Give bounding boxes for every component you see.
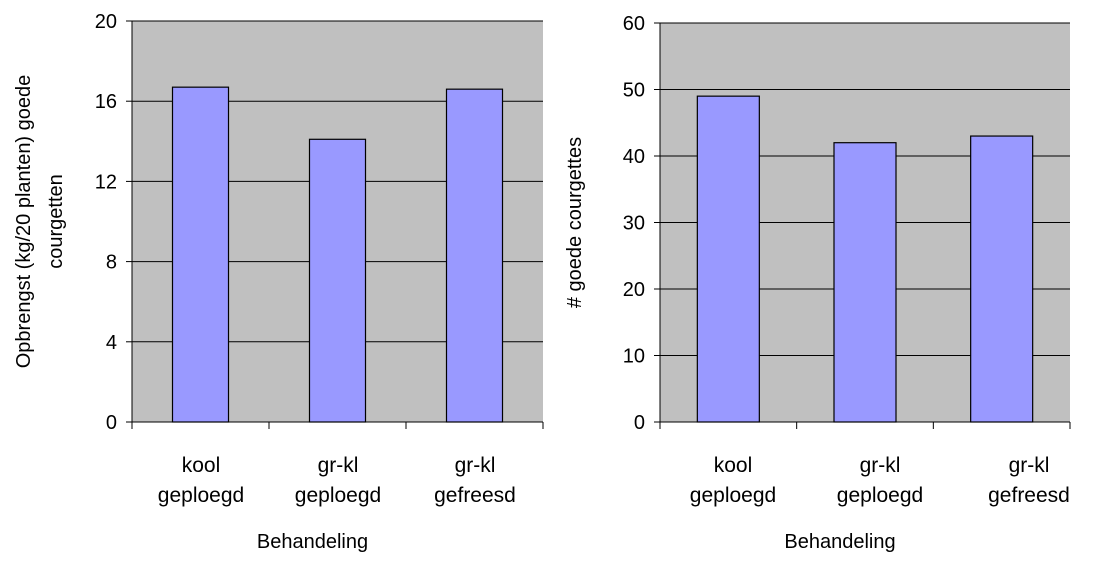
chart-1-bar (308, 138, 367, 423)
chart-2-category-label: geploegd (690, 484, 776, 507)
chart-2-category-label: kool (714, 454, 753, 477)
chart-1-y-tick-label: 8 (106, 252, 117, 274)
chart-2-category-label: geploegd (837, 484, 923, 507)
chart-2-y-tick-label: 30 (623, 213, 645, 235)
chart-1-y-axis-title: courgetten (45, 174, 67, 269)
chart-2-y-tick-label: 60 (623, 13, 645, 35)
chart-2-x-axis-title: Behandeling (784, 531, 895, 553)
chart-1-category-label: gr-kl (455, 454, 496, 477)
chart-2-bar (833, 142, 897, 423)
chart-1-y-axis-title: Opbrengst (kg/20 planten) goede (13, 75, 35, 369)
chart-1-category-label: gr-kl (318, 454, 359, 477)
chart-1-category-label: gefreesd (434, 484, 516, 507)
chart-1-category-label: geploegd (158, 484, 244, 507)
chart-1-y-tick-label: 4 (106, 332, 117, 354)
chart-1-category-label: kool (182, 454, 221, 477)
chart-2-category-label: gr-kl (1009, 454, 1050, 477)
chart-2-y-tick-label: 10 (623, 346, 645, 368)
chart-1-x-axis-title: Behandeling (257, 531, 368, 553)
chart-2-y-tick-label: 0 (634, 412, 645, 434)
chart-1-bar (171, 86, 230, 423)
chart-2-bar (696, 95, 760, 423)
chart-1-y-tick-label: 12 (95, 171, 117, 193)
chart-1-y-tick-label: 16 (95, 91, 117, 113)
chart-2-y-tick-label: 50 (623, 80, 645, 102)
chart-2-category-label: gefreesd (988, 484, 1070, 507)
chart-2-y-axis-title: # goede courgettes (564, 137, 586, 308)
chart-1-bar (445, 88, 504, 423)
chart-2-y-tick-label: 40 (623, 146, 645, 168)
chart-1-y-tick-label: 20 (95, 11, 117, 33)
chart-2-category-label: gr-kl (860, 454, 901, 477)
chart-1-category-label: geploegd (295, 484, 381, 507)
chart-2-y-tick-label: 20 (623, 279, 645, 301)
chart-2-bar (970, 135, 1034, 423)
chart-1-y-tick-label: 0 (106, 412, 117, 434)
